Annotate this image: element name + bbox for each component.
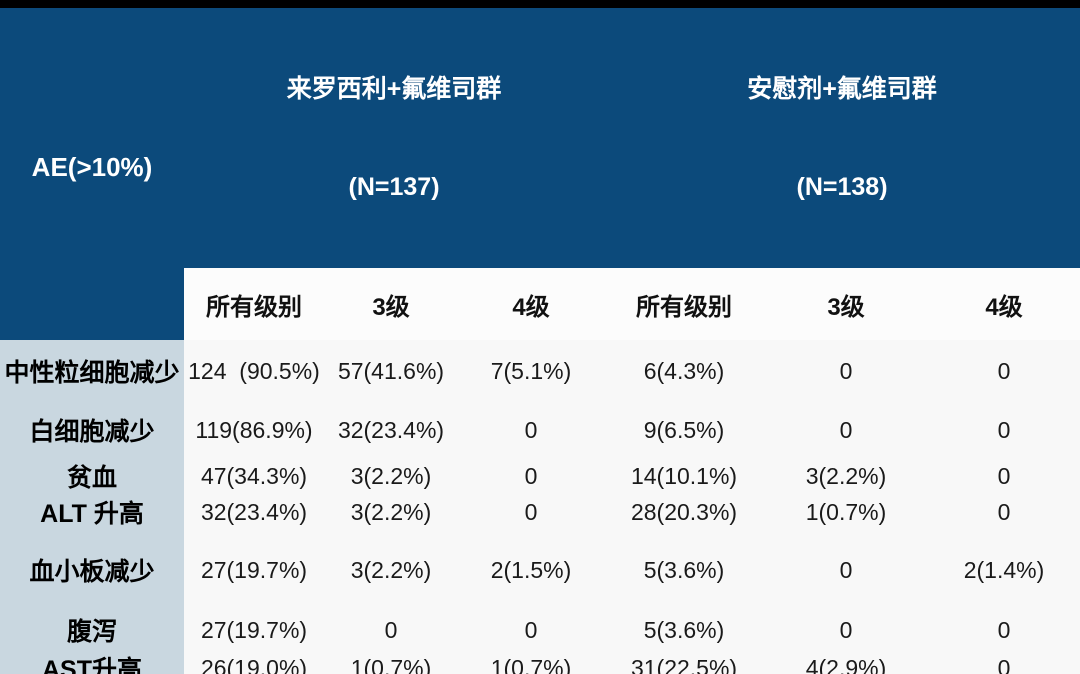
cell: 31(22.5%) xyxy=(604,650,765,674)
group-header-placebo: 安慰剂+氟维司群 (N=138) xyxy=(604,8,1080,268)
table-row: 白细胞减少 119(86.9%) 32(23.4%) 0 9(6.5%) 0 0 xyxy=(0,402,1080,458)
cell: 27(19.7%) xyxy=(184,530,324,610)
cell: 32(23.4%) xyxy=(184,494,324,530)
col-header-grade4-2: 4级 xyxy=(928,268,1080,340)
cell: 2(1.4%) xyxy=(928,530,1080,610)
cell: 57(41.6%) xyxy=(324,340,458,402)
cell: 6(4.3%) xyxy=(604,340,765,402)
cell: 0 xyxy=(764,530,929,610)
group-header-treatment: 来罗西利+氟维司群 (N=137) xyxy=(184,8,605,268)
cell: 28(20.3%) xyxy=(604,494,765,530)
cell: 0 xyxy=(458,402,605,458)
cell: 119(86.9%) xyxy=(184,402,324,458)
row-label: 血小板减少 xyxy=(0,530,184,610)
cell: 1(0.7%) xyxy=(764,494,929,530)
cell: 0 xyxy=(928,650,1080,674)
table-row: 中性粒细胞减少 124 (90.5%) 57(41.6%) 7(5.1%) 6(… xyxy=(0,340,1080,402)
row-label: 白细胞减少 xyxy=(0,402,184,458)
cell: 0 xyxy=(928,340,1080,402)
grade-header-row: 所有级别 3级 4级 所有级别 3级 4级 xyxy=(0,268,1080,340)
cell: 7(5.1%) xyxy=(458,340,605,402)
top-black-bar xyxy=(0,0,1080,8)
cell: 27(19.7%) xyxy=(184,610,324,650)
col-header-all-grades-1: 所有级别 xyxy=(184,268,324,340)
table-row: 贫血 47(34.3%) 3(2.2%) 0 14(10.1%) 3(2.2%)… xyxy=(0,458,1080,494)
row-label: AST升高 xyxy=(0,650,184,674)
cell: 3(2.2%) xyxy=(324,494,458,530)
table-row: ALT 升高 32(23.4%) 3(2.2%) 0 28(20.3%) 1(0… xyxy=(0,494,1080,530)
row-label: 贫血 xyxy=(0,458,184,494)
cell: 26(19.0%) xyxy=(184,650,324,674)
cell: 5(3.6%) xyxy=(604,530,765,610)
col-header-grade4-1: 4级 xyxy=(458,268,605,340)
cell: 0 xyxy=(458,610,605,650)
corner-header-ae: AE(>10%) xyxy=(0,8,184,340)
cell: 9(6.5%) xyxy=(604,402,765,458)
cell: 0 xyxy=(764,402,929,458)
cell: 0 xyxy=(764,610,929,650)
row-label: 中性粒细胞减少 xyxy=(0,340,184,402)
cell: 5(3.6%) xyxy=(604,610,765,650)
col-header-grade3-2: 3级 xyxy=(764,268,929,340)
group-n: (N=137) xyxy=(348,172,440,201)
cell: 14(10.1%) xyxy=(604,458,765,494)
group-header-row: AE(>10%) 来罗西利+氟维司群 (N=137) 安慰剂+氟维司群 (N=1… xyxy=(0,8,1080,340)
row-label: 腹泻 xyxy=(0,610,184,650)
cell: 1(0.7%) xyxy=(458,650,605,674)
col-header-grade3-1: 3级 xyxy=(324,268,458,340)
cell: 0 xyxy=(324,610,458,650)
table-row: 腹泻 27(19.7%) 0 0 5(3.6%) 0 0 xyxy=(0,610,1080,650)
row-label: ALT 升高 xyxy=(0,494,184,530)
table-row: 血小板减少 27(19.7%) 3(2.2%) 2(1.5%) 5(3.6%) … xyxy=(0,530,1080,610)
cell: 0 xyxy=(928,402,1080,458)
cell: 0 xyxy=(764,340,929,402)
col-header-all-grades-2: 所有级别 xyxy=(604,268,765,340)
group-n: (N=138) xyxy=(796,172,888,201)
cell: 0 xyxy=(928,610,1080,650)
cell: 32(23.4%) xyxy=(324,402,458,458)
cell: 124 (90.5%) xyxy=(184,340,324,402)
cell: 2(1.5%) xyxy=(458,530,605,610)
table-row: AST升高 26(19.0%) 1(0.7%) 1(0.7%) 31(22.5%… xyxy=(0,650,1080,674)
cell: 1(0.7%) xyxy=(324,650,458,674)
cell: 0 xyxy=(458,494,605,530)
cell: 3(2.2%) xyxy=(324,530,458,610)
cell: 0 xyxy=(928,458,1080,494)
cell: 47(34.3%) xyxy=(184,458,324,494)
cell: 0 xyxy=(458,458,605,494)
cell: 3(2.2%) xyxy=(324,458,458,494)
group-title: 来罗西利+氟维司群 xyxy=(286,75,502,103)
cell: 0 xyxy=(928,494,1080,530)
adverse-events-table: AE(>10%) 来罗西利+氟维司群 (N=137) 安慰剂+氟维司群 (N=1… xyxy=(0,8,1080,674)
group-title: 安慰剂+氟维司群 xyxy=(747,75,937,103)
cell: 3(2.2%) xyxy=(764,458,929,494)
cell: 4(2.9%) xyxy=(764,650,929,674)
